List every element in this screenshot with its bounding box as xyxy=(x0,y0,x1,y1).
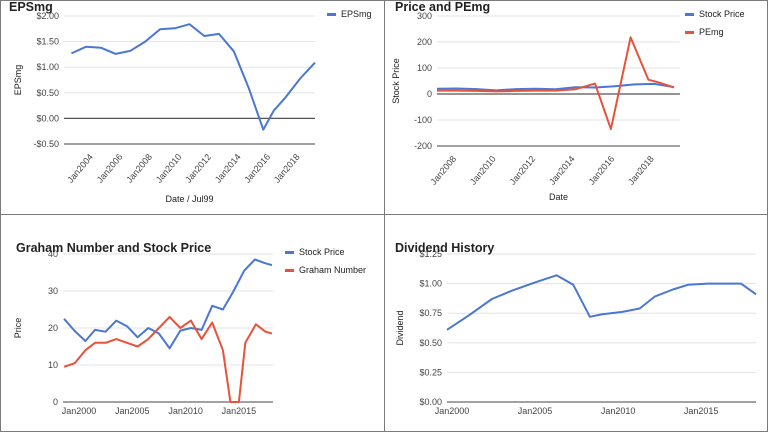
x-tick-label: Jan2004 xyxy=(65,152,95,185)
x-tick-label: Jan2008 xyxy=(428,154,458,187)
legend-label: PEmg xyxy=(699,27,724,37)
y-tick-label: -$0.50 xyxy=(33,139,59,149)
y-tick-label: $0.50 xyxy=(419,338,442,348)
stock-price-line xyxy=(436,82,675,92)
x-tick-label: Jan2018 xyxy=(626,154,656,187)
y-tick-label: $0.75 xyxy=(419,308,442,318)
legend-swatch xyxy=(285,251,294,254)
x-tick-label: Jan2005 xyxy=(115,406,150,416)
x-tick-label: Jan2016 xyxy=(586,154,616,187)
y-tick-label: $0.00 xyxy=(419,397,442,407)
chart-title: EPSmg xyxy=(9,1,53,14)
y-tick-label: -100 xyxy=(414,115,432,125)
y-tick-label: $1.50 xyxy=(36,37,59,47)
y-tick-label: $0.50 xyxy=(36,88,59,98)
y-axis-label: Stock Price xyxy=(391,58,401,104)
x-tick-label: Jan2018 xyxy=(272,152,302,185)
chart-panel-graham: 0 10 20 30 40 Jan2000 Jan2005 Jan2010 Jan2015 Gra… xyxy=(0,214,385,432)
y-tick-label: 20 xyxy=(48,323,58,333)
legend-swatch xyxy=(285,269,294,272)
x-tick-label: Jan2000 xyxy=(435,406,470,416)
x-tick-label: Jan2012 xyxy=(183,152,213,185)
x-tick-label: Jan2016 xyxy=(242,152,272,185)
legend-swatch xyxy=(685,13,694,16)
epsmg-line xyxy=(70,23,316,131)
x-tick-label: Jan2006 xyxy=(95,152,125,185)
x-tick-label: Jan2014 xyxy=(547,154,577,187)
series-line xyxy=(446,274,757,331)
legend-label: Stock Price xyxy=(299,247,345,257)
x-tick-label: Jan2012 xyxy=(507,154,537,187)
chart-panel-eps: -$0.50 $0.00 $0.50 $1.00 $1.50 $2.00 Jan2004 Ja… xyxy=(0,0,385,215)
x-tick-label: Jan2015 xyxy=(222,406,257,416)
graham-number-line xyxy=(63,315,273,403)
y-axis-label: Price xyxy=(13,318,23,339)
y-tick-label: -200 xyxy=(414,141,432,151)
x-tick-label: Jan2010 xyxy=(168,406,203,416)
x-axis-label: Date / Jul99 xyxy=(165,194,213,204)
y-tick-label: $0.25 xyxy=(419,367,442,377)
x-tick-label: Jan2008 xyxy=(124,152,154,185)
y-tick-label: 100 xyxy=(417,63,432,73)
legend-label: EPSmg xyxy=(341,9,372,19)
legend-swatch xyxy=(685,31,694,34)
chart-title: Graham Number and Stock Price xyxy=(16,241,211,255)
y-tick-label: 0 xyxy=(427,89,432,99)
price-pe-chart: -200 -100 0 100 200 300 Jan2008 Jan2010 Jan2012 J… xyxy=(391,1,745,202)
x-tick-label: Jan2010 xyxy=(154,152,184,185)
y-tick-label: 30 xyxy=(48,286,58,296)
x-tick-label: Jan2000 xyxy=(62,406,97,416)
y-tick-label: $1.00 xyxy=(36,62,59,72)
y-tick-label: 200 xyxy=(417,37,432,47)
chart-panel-price-pe: -200 -100 0 100 200 300 Jan2008 Jan2010 Jan2012 J… xyxy=(384,0,768,215)
legend-label: Graham Number xyxy=(299,265,366,275)
dividend-chart: $0.00 $0.25 $0.50 $0.75 $1.00 $1.25 Jan2000 Jan… xyxy=(395,241,757,416)
y-axis-label: EPSmg xyxy=(13,65,23,96)
legend-swatch xyxy=(327,13,336,16)
x-axis-label: Date xyxy=(549,192,568,202)
legend-label: Stock Price xyxy=(699,9,745,19)
x-tick-label: Jan2014 xyxy=(213,152,243,185)
x-tick-label: Jan2005 xyxy=(518,406,553,416)
y-axis-label: Dividend xyxy=(395,310,405,345)
chart-title: Price and PEmg xyxy=(395,1,490,14)
graham-chart: 0 10 20 30 40 Jan2000 Jan2005 Jan2010 Jan2015 Gra… xyxy=(13,241,366,416)
y-tick-label: 0 xyxy=(53,397,58,407)
x-tick-label: Jan2010 xyxy=(468,154,498,187)
x-tick-label: Jan2010 xyxy=(601,406,636,416)
chart-panel-dividend: $0.00 $0.25 $0.50 $0.75 $1.00 $1.25 Jan2000 Jan… xyxy=(384,214,768,432)
y-tick-label: $1.25 xyxy=(419,249,442,259)
y-tick-label: 300 xyxy=(417,11,432,21)
chart-title: Dividend History xyxy=(395,241,494,255)
pemg-line xyxy=(437,36,675,131)
stock-price-line xyxy=(63,258,273,350)
x-tick-label: Jan2015 xyxy=(684,406,719,416)
y-tick-label: 10 xyxy=(48,360,58,370)
y-tick-label: $1.00 xyxy=(419,279,442,289)
y-tick-label: $0.00 xyxy=(36,113,59,123)
y-tick-label: 40 xyxy=(48,249,58,259)
y-tick-label: $2.00 xyxy=(36,11,59,21)
